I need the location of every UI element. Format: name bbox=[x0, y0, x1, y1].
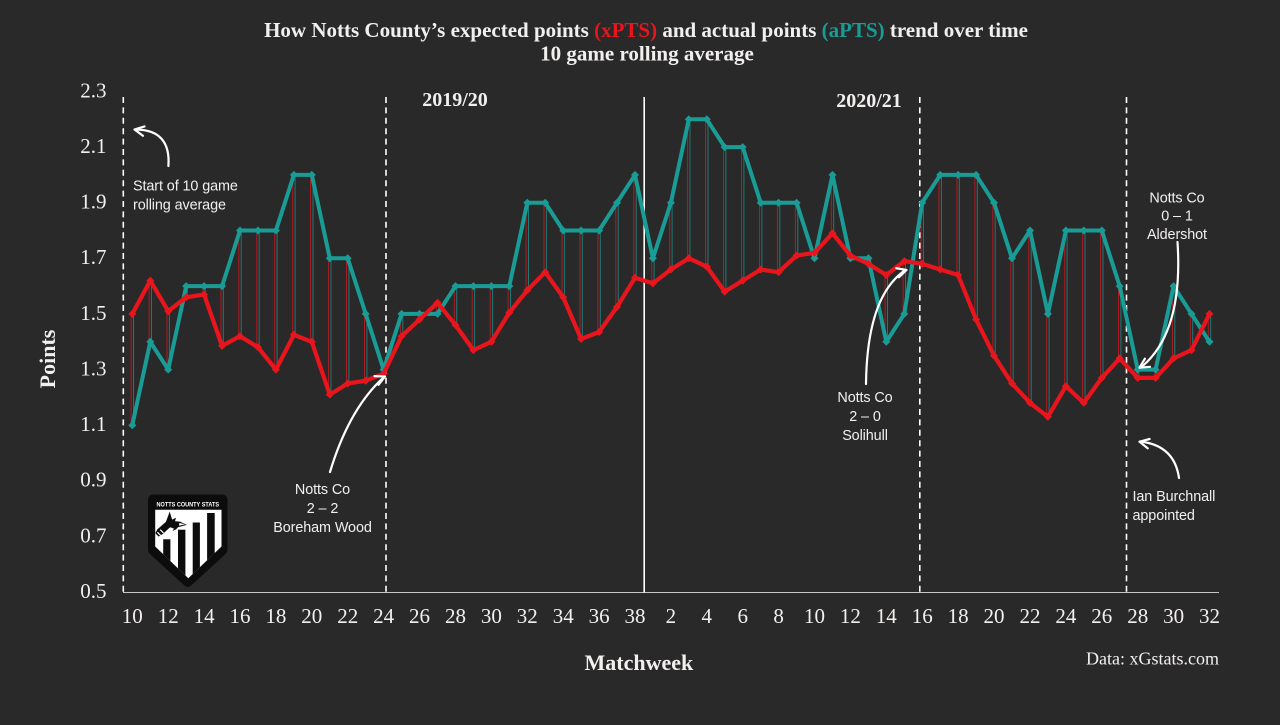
svg-text:18: 18 bbox=[265, 604, 286, 628]
svg-text:Solihull: Solihull bbox=[842, 428, 888, 444]
svg-text:22: 22 bbox=[337, 604, 358, 628]
svg-text:Boreham Wood: Boreham Wood bbox=[273, 520, 372, 536]
svg-text:28: 28 bbox=[1127, 604, 1148, 628]
svg-text:16: 16 bbox=[912, 604, 933, 628]
svg-text:36: 36 bbox=[589, 604, 610, 628]
svg-text:34: 34 bbox=[553, 604, 575, 628]
svg-text:30: 30 bbox=[1163, 604, 1184, 628]
svg-text:0.9: 0.9 bbox=[80, 468, 106, 492]
svg-text:20: 20 bbox=[301, 604, 322, 628]
svg-text:Notts Co: Notts Co bbox=[295, 482, 350, 498]
svg-text:1.5: 1.5 bbox=[80, 301, 106, 325]
svg-text:24: 24 bbox=[1055, 604, 1077, 628]
svg-text:1.1: 1.1 bbox=[80, 412, 106, 436]
svg-text:2.1: 2.1 bbox=[80, 134, 106, 158]
svg-text:12: 12 bbox=[840, 604, 861, 628]
svg-text:2019/20: 2019/20 bbox=[422, 89, 488, 111]
svg-text:10 game rolling average: 10 game rolling average bbox=[540, 42, 754, 66]
svg-text:32: 32 bbox=[517, 604, 538, 628]
svg-text:appointed: appointed bbox=[1133, 508, 1195, 524]
svg-text:0.7: 0.7 bbox=[80, 523, 106, 547]
svg-text:Data: xGstats.com: Data: xGstats.com bbox=[1086, 649, 1219, 669]
svg-text:Notts Co: Notts Co bbox=[1149, 191, 1204, 207]
svg-text:28: 28 bbox=[445, 604, 466, 628]
svg-text:Points: Points bbox=[35, 329, 60, 388]
svg-text:Notts Co: Notts Co bbox=[837, 390, 892, 406]
svg-text:10: 10 bbox=[804, 604, 825, 628]
svg-text:NOTTS COUNTY STATS: NOTTS COUNTY STATS bbox=[157, 502, 220, 509]
svg-text:Start of 10 game: Start of 10 game bbox=[133, 179, 238, 195]
svg-text:2: 2 bbox=[666, 604, 677, 628]
svg-text:Aldershot: Aldershot bbox=[1147, 227, 1207, 243]
svg-text:rolling average: rolling average bbox=[133, 198, 226, 214]
svg-text:2 – 2: 2 – 2 bbox=[307, 501, 339, 517]
svg-text:2020/21: 2020/21 bbox=[836, 90, 902, 112]
svg-text:How Notts County’s expected po: How Notts County’s expected points (xPTS… bbox=[264, 18, 1028, 42]
svg-text:0.5: 0.5 bbox=[80, 579, 106, 603]
svg-text:24: 24 bbox=[373, 604, 395, 628]
svg-text:8: 8 bbox=[773, 604, 784, 628]
svg-text:14: 14 bbox=[194, 604, 216, 628]
svg-text:18: 18 bbox=[948, 604, 969, 628]
svg-text:22: 22 bbox=[1020, 604, 1041, 628]
svg-text:26: 26 bbox=[1091, 604, 1112, 628]
svg-text:2 – 0: 2 – 0 bbox=[849, 409, 881, 425]
svg-text:10: 10 bbox=[122, 604, 143, 628]
svg-text:1.7: 1.7 bbox=[80, 245, 106, 269]
svg-text:4: 4 bbox=[702, 604, 713, 628]
svg-text:20: 20 bbox=[984, 604, 1005, 628]
svg-text:26: 26 bbox=[409, 604, 430, 628]
svg-text:Matchweek: Matchweek bbox=[585, 650, 695, 675]
svg-text:Ian Burchnall: Ian Burchnall bbox=[1133, 489, 1216, 505]
svg-text:32: 32 bbox=[1199, 604, 1220, 628]
svg-text:2.3: 2.3 bbox=[80, 78, 106, 102]
svg-text:1.3: 1.3 bbox=[80, 357, 106, 381]
svg-text:30: 30 bbox=[481, 604, 502, 628]
svg-text:6: 6 bbox=[737, 604, 748, 628]
svg-text:1.9: 1.9 bbox=[80, 190, 106, 214]
svg-text:14: 14 bbox=[876, 604, 898, 628]
svg-text:38: 38 bbox=[625, 604, 646, 628]
svg-text:16: 16 bbox=[230, 604, 251, 628]
svg-text:0 – 1: 0 – 1 bbox=[1161, 209, 1193, 225]
svg-text:12: 12 bbox=[158, 604, 179, 628]
